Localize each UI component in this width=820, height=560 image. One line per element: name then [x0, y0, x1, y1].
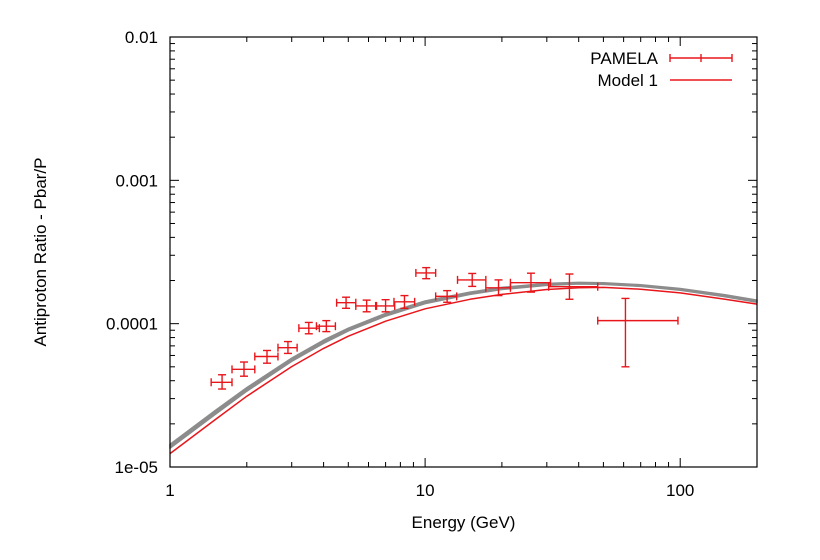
legend-label-model-1: Model 1 — [598, 71, 658, 90]
model-band-layer — [169, 281, 758, 450]
pamela-data-point — [335, 296, 357, 309]
y-tick-label: 0.001 — [115, 171, 158, 190]
pamela-data-point — [547, 273, 599, 300]
legend-label-pamela: PAMELA — [590, 49, 658, 68]
y-tick-label: 0.0001 — [106, 315, 158, 334]
axis-ticks: 1e-05 0.0001 0.001 0.01 1 10 100 — [106, 28, 757, 500]
pamela-data-point — [277, 340, 298, 355]
pamela-data-point — [415, 266, 437, 280]
pamela-data-point — [254, 349, 279, 364]
pamela-data-point — [393, 294, 416, 309]
pamela-data-point — [434, 289, 458, 303]
model-1-line — [169, 286, 758, 455]
pamela-data-point — [210, 374, 233, 390]
x-tick-label: 10 — [416, 481, 435, 500]
pamela-data-point — [456, 272, 487, 288]
legend-sample-pamela — [669, 54, 733, 62]
pamela-data-point — [485, 279, 512, 297]
plot-frame — [169, 36, 758, 468]
pamela-data-point — [509, 272, 552, 293]
pamela-data-point — [374, 298, 396, 313]
pamela-data-point — [355, 299, 378, 313]
legend: PAMELA Model 1 — [590, 49, 733, 90]
x-axis-title: Energy (GeV) — [412, 513, 516, 532]
pamela-data-point — [597, 297, 679, 368]
model-line-layer — [169, 286, 758, 455]
pamela-data-point — [231, 361, 256, 377]
pamela-points-layer — [210, 266, 679, 390]
y-tick-label: 1e-05 — [115, 458, 158, 477]
pamela-data-point — [315, 319, 337, 333]
x-tick-label: 1 — [165, 481, 174, 500]
model-band-area — [169, 281, 758, 450]
x-tick-label: 100 — [666, 481, 694, 500]
y-axis-title: Antiproton Ratio - Pbar/P — [31, 158, 50, 347]
y-tick-label: 0.01 — [125, 28, 158, 47]
